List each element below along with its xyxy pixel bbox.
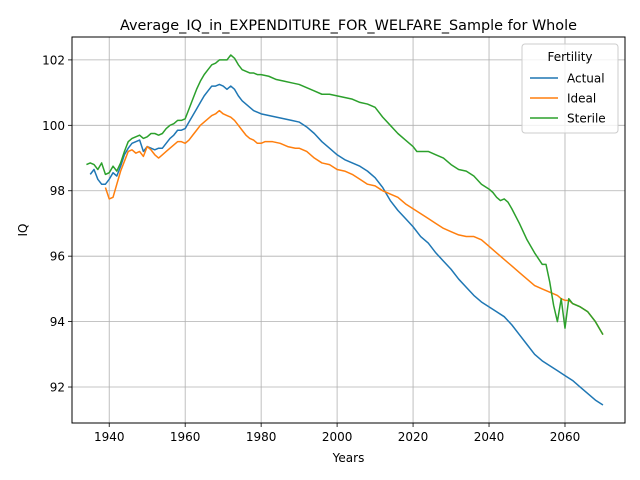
x-tick-label: 1980: [246, 430, 277, 444]
legend-title: Fertility: [547, 50, 592, 64]
x-tick-label: 1940: [94, 430, 125, 444]
legend-box: [521, 43, 619, 134]
y-tick-label: 92: [50, 381, 65, 395]
series-line-sterile: [86, 54, 604, 336]
grid: [72, 37, 625, 423]
legend-label-sterile: Sterile: [567, 112, 606, 126]
y-tick-label: 100: [42, 119, 65, 133]
x-axis-ticks: 1940 1960 1980 2000 2020 2040 2060: [94, 423, 580, 444]
y-axis-label: IQ: [16, 224, 30, 237]
x-axis-label: Years: [332, 451, 365, 465]
x-tick-label: 2000: [322, 430, 353, 444]
chart-title: Average_IQ_in_EXPENDITURE_FOR_WELFARE_Sa…: [120, 18, 577, 34]
x-tick-label: 2040: [474, 430, 505, 444]
series-line-ideal: [104, 109, 604, 336]
x-tick-label: 2020: [398, 430, 429, 444]
y-tick-label: 96: [50, 250, 65, 264]
x-tick-label: 2060: [550, 430, 581, 444]
series-lines: [86, 54, 604, 406]
y-tick-label: 102: [42, 53, 65, 67]
plot-frame: [71, 36, 626, 424]
legend-label-actual: Actual: [567, 72, 605, 86]
legend: Fertility Actual Ideal Sterile: [521, 43, 619, 134]
x-tick-label: 1960: [170, 430, 201, 444]
legend-label-ideal: Ideal: [567, 92, 596, 106]
y-tick-label: 98: [50, 184, 65, 198]
y-axis-ticks: 92 94 96 98 100 102: [42, 53, 72, 395]
legend-entries: Actual Ideal Sterile: [530, 72, 606, 126]
y-tick-label: 94: [50, 315, 65, 329]
